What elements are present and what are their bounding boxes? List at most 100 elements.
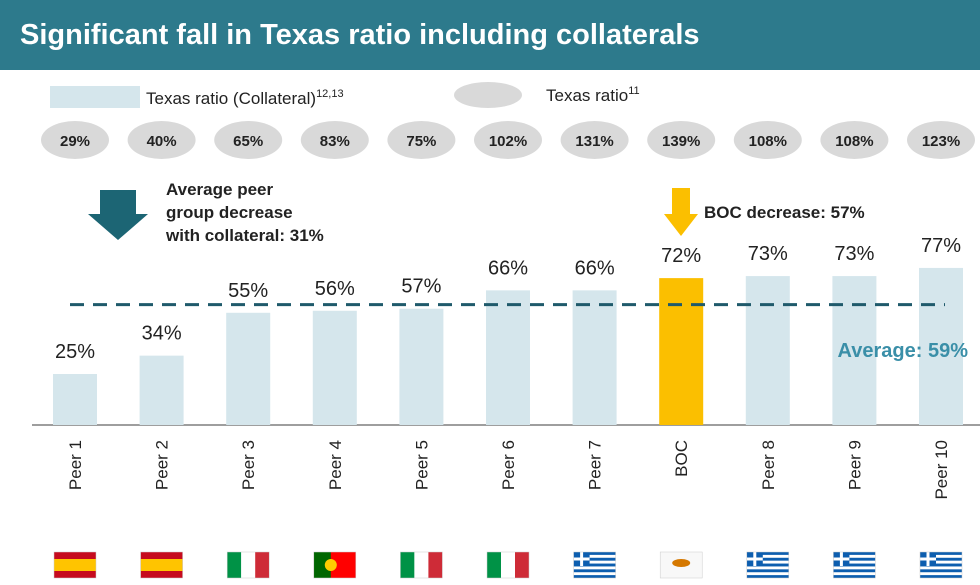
bubble-label: 102% <box>489 133 527 150</box>
bar <box>312 310 357 425</box>
annotation: group decrease <box>166 203 293 222</box>
flag <box>920 575 962 578</box>
chart-title: Significant fall in Texas ratio includin… <box>20 19 700 51</box>
flag <box>313 552 331 578</box>
texas-ratio-bubble <box>127 121 196 159</box>
flag-border <box>919 551 963 579</box>
bubble-label: 139% <box>662 133 700 150</box>
bubble-label: 29% <box>60 133 90 150</box>
bar <box>659 278 704 425</box>
bar <box>832 276 877 425</box>
x-tick-label: Peer 10 <box>932 440 951 500</box>
flag-border <box>659 551 703 579</box>
legend-sup: 12,13 <box>316 88 344 100</box>
flag <box>833 569 876 573</box>
bar <box>226 312 271 425</box>
flag <box>746 575 789 578</box>
flag <box>255 552 270 578</box>
flag-border <box>140 551 183 579</box>
x-tick-label: Peer 1 <box>66 440 85 490</box>
flag <box>241 552 256 578</box>
x-tick-label: Peer 8 <box>759 440 778 490</box>
average-label: Average: 59% <box>838 340 969 362</box>
flag <box>573 563 616 567</box>
arrow <box>664 188 698 236</box>
x-tick-label: Peer 2 <box>153 440 172 490</box>
flag <box>573 552 616 555</box>
flag-border <box>486 551 530 579</box>
arrow <box>88 190 148 240</box>
bar <box>572 290 617 425</box>
flag-border <box>400 551 443 579</box>
texas-ratio-bubble <box>387 121 456 159</box>
bubble-label: 123% <box>922 133 960 150</box>
flag-border <box>746 551 790 579</box>
bar <box>919 267 963 425</box>
value-label: 57% <box>401 276 441 298</box>
bar <box>745 276 790 425</box>
texas-ratio-bubble <box>474 121 542 159</box>
bubble-label: 108% <box>749 133 787 150</box>
flag-border <box>226 551 270 579</box>
legend-label: Texas ratio (Collateral)12,13 <box>146 88 344 108</box>
bar <box>399 308 444 425</box>
flag <box>746 552 789 555</box>
flag <box>672 559 691 567</box>
texas-ratio-bubble <box>647 121 716 159</box>
flag-border <box>53 551 97 579</box>
value-label: 66% <box>575 257 615 279</box>
flag <box>920 552 962 555</box>
flag <box>573 575 616 578</box>
flag <box>573 557 590 561</box>
flag <box>833 557 850 561</box>
texas-ratio-bubble <box>214 121 283 159</box>
value-label: 56% <box>315 278 355 300</box>
flag <box>487 552 501 578</box>
x-tick-label: Peer 4 <box>326 440 345 490</box>
bubble-label: 75% <box>406 133 436 150</box>
value-label: 25% <box>55 341 95 363</box>
x-tick-label: Peer 6 <box>499 440 518 490</box>
bubble-label: 40% <box>147 133 177 150</box>
flag <box>428 552 443 578</box>
flag <box>54 559 96 571</box>
value-label: 73% <box>834 243 874 265</box>
flag <box>920 563 962 567</box>
texas-ratio-bubble <box>907 121 975 159</box>
annotation: BOC decrease: 57% <box>704 203 865 222</box>
legend-text: Texas ratio <box>546 86 628 105</box>
flag <box>140 559 183 571</box>
x-tick-label: Peer 7 <box>586 440 605 490</box>
value-label: 77% <box>921 235 961 257</box>
bar <box>53 374 97 425</box>
flag-border <box>573 551 616 579</box>
legend-swatch <box>454 82 522 108</box>
flag <box>833 575 876 578</box>
flag <box>414 552 429 578</box>
texas-ratio-bubble <box>733 121 802 159</box>
flag <box>573 569 616 573</box>
value-label: 72% <box>661 245 701 267</box>
flag <box>400 552 415 578</box>
flag <box>920 557 936 561</box>
value-label: 34% <box>142 323 182 345</box>
flag <box>746 569 789 573</box>
flag <box>833 552 876 555</box>
texas-ratio-bubble <box>300 121 369 159</box>
annotation: Average peer <box>166 180 273 199</box>
value-label: 66% <box>488 257 528 279</box>
x-tick-label: Peer 3 <box>239 440 258 490</box>
x-tick-label: Peer 5 <box>412 440 431 490</box>
texas-ratio-bubble <box>41 121 109 159</box>
flag <box>746 563 789 567</box>
flag <box>515 552 529 578</box>
legend-swatch <box>50 86 140 108</box>
legend-sup: 11 <box>628 85 639 97</box>
texas-ratio-bubble <box>560 121 629 159</box>
legend-label: Texas ratio11 <box>546 85 640 105</box>
flag-border <box>833 551 876 579</box>
flag <box>833 563 876 567</box>
bubble-label: 108% <box>835 133 873 150</box>
